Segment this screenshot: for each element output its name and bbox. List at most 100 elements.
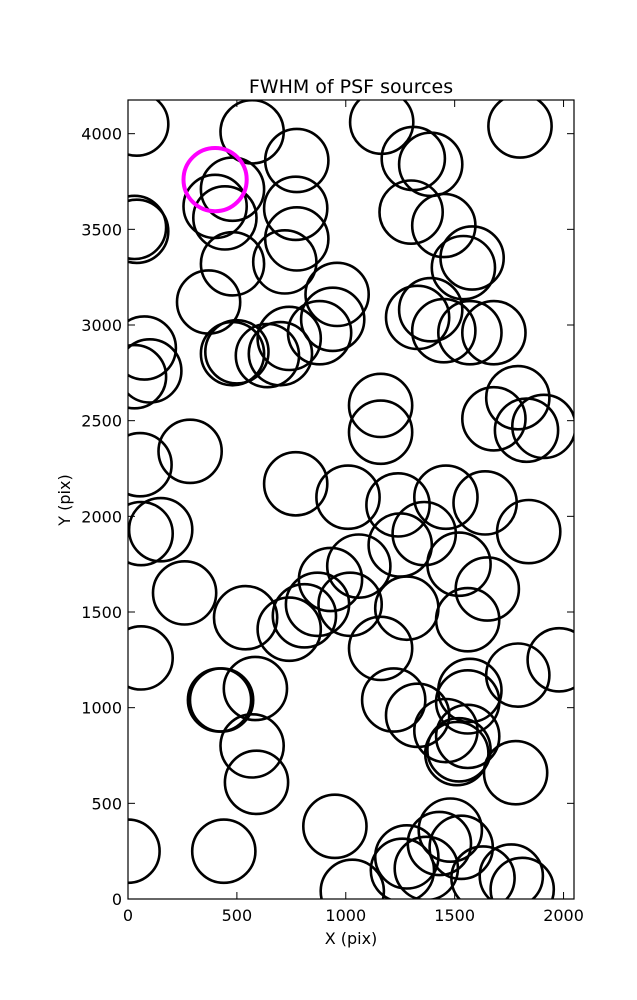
chart-title: FWHM of PSF sources [249, 76, 453, 98]
y-tick-label: 500 [91, 794, 122, 813]
psf-source-marker [203, 318, 270, 385]
psf-source-marker [315, 464, 381, 531]
psf-source-marker [299, 286, 366, 353]
psf-source-marker [482, 739, 549, 806]
psf-source-marker [436, 299, 503, 366]
x-tick-label: 0 [123, 906, 133, 925]
psf-source-marker [219, 713, 286, 779]
y-tick-label: 2000 [81, 507, 122, 526]
psf-source-marker [460, 385, 527, 452]
psf-source-marker [319, 858, 386, 899]
psf-source-marker [373, 824, 440, 890]
psf-source-marker [526, 626, 574, 693]
psf-source-marker [434, 586, 501, 653]
y-tick-label: 4000 [81, 125, 122, 144]
psf-source-marker [495, 498, 562, 565]
psf-source-marker [304, 261, 371, 328]
psf-source-marker [434, 669, 501, 735]
psf-source-marker [263, 127, 330, 194]
psf-source-marker [452, 469, 519, 536]
psf-source-marker [317, 571, 384, 638]
psf-source-marker [128, 343, 168, 410]
psf-source-marker [199, 156, 266, 223]
psf-source-marker [393, 835, 460, 899]
psf-source-marker [256, 305, 323, 372]
x-axis-label: X (pix) [325, 929, 378, 948]
psf-source-marker [410, 297, 477, 364]
psf-source-marker [430, 234, 497, 301]
y-tick-label: 1000 [81, 699, 122, 718]
psf-source-marker [128, 198, 170, 265]
psf-source-marker [222, 655, 289, 722]
psf-source-marker [212, 584, 279, 651]
psf-source-marker [271, 582, 338, 649]
psf-source-marker [325, 533, 392, 600]
psf-source-marker [251, 228, 318, 295]
plot-area [128, 100, 574, 899]
psf-source-marker [365, 471, 431, 538]
y-axis-label: Y (pix) [55, 474, 74, 526]
psf-source-marker [128, 431, 173, 498]
psf-source-marker [262, 450, 329, 517]
psf-source-marker [454, 556, 521, 622]
psf-source-marker [360, 667, 427, 733]
psf-source-marker [256, 596, 323, 663]
psf-source-marker [489, 856, 556, 899]
psf-source-marker [426, 531, 492, 598]
x-tick-label: 1500 [434, 906, 475, 925]
psf-source-marker [423, 720, 490, 787]
psf-source-marker [391, 500, 458, 567]
psf-source-marker [128, 194, 168, 261]
psf-source-marker [128, 625, 174, 691]
axis-ticks: 0 500 1000 1500 2000 0 500 1000 1500 2000 2500 3000… [81, 100, 584, 925]
psf-source-marker [487, 100, 553, 159]
y-tick-label: 3500 [81, 220, 122, 239]
psf-source-marker [417, 797, 484, 864]
psf-source-marker [412, 464, 479, 531]
psf-source-marker [347, 399, 414, 466]
psf-source-marker [128, 338, 183, 404]
psf-source-marker [128, 100, 170, 157]
highlighted-source-marker [181, 146, 249, 214]
psf-source-marker [199, 230, 266, 297]
psf-source-marker [262, 175, 329, 242]
psf-source-marker [367, 512, 434, 578]
psf-source-marker [484, 364, 551, 431]
psf-source-marker [263, 205, 330, 272]
psf-source-marker [151, 560, 218, 626]
x-tick-label: 500 [222, 906, 253, 925]
psf-source-marker [439, 225, 506, 291]
psf-source-marker [247, 320, 314, 387]
x-tick-label: 1000 [325, 906, 366, 925]
psf-source-marker [450, 845, 516, 899]
psf-source-marker [426, 716, 492, 783]
psf-source-marker [484, 642, 551, 709]
psf-source-marker [369, 837, 436, 899]
psf-source-marker [128, 500, 174, 567]
y-tick-label: 3000 [81, 316, 122, 335]
psf-source-marker [478, 843, 545, 899]
psf-source-marker [190, 818, 257, 885]
psf-source-marker [347, 615, 414, 682]
psf-source-marker [397, 276, 464, 343]
psf-source-marker [199, 320, 266, 387]
x-tick-label: 2000 [543, 906, 584, 925]
psf-source-marker [434, 703, 501, 770]
psf-source-marker [511, 393, 574, 460]
psf-source-marker [378, 179, 445, 246]
psf-source-marker [186, 667, 253, 733]
psf-source-marker [347, 372, 414, 439]
psf-source-marker [128, 315, 178, 381]
psf-source-marker [410, 192, 477, 259]
psf-source-marker [460, 299, 527, 366]
psf-source-marker [175, 269, 242, 335]
y-tick-label: 2500 [81, 412, 122, 431]
psf-source-marker [128, 496, 194, 563]
y-tick-label: 1500 [81, 603, 122, 622]
psf-source-marker [301, 793, 368, 860]
axes-frame [127, 99, 575, 900]
psf-source-marker [157, 418, 224, 485]
y-tick-label: 0 [112, 890, 122, 909]
psf-source-marker [191, 184, 258, 251]
